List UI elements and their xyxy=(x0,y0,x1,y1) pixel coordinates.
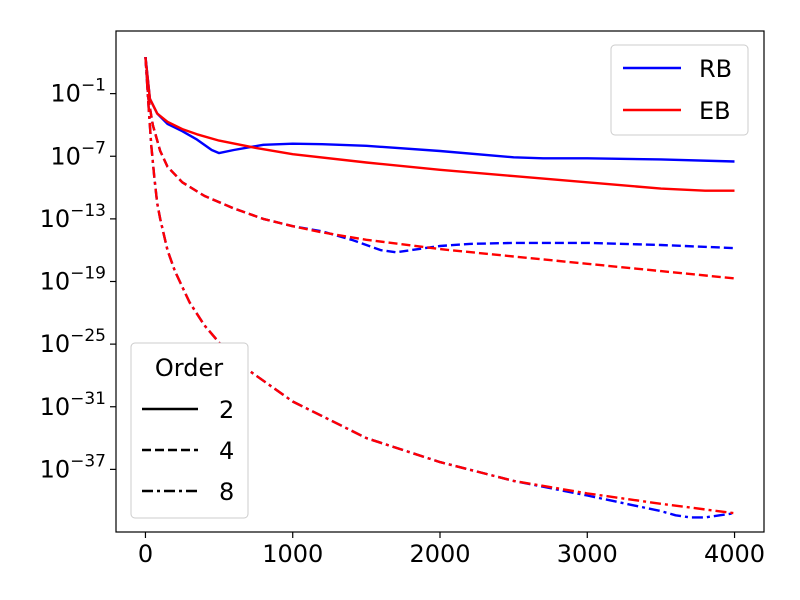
legend-order-box xyxy=(130,342,249,519)
x-tick-label: 0 xyxy=(138,540,153,568)
x-tick-label: 4000 xyxy=(704,540,765,568)
legend-label-eb: EB xyxy=(699,97,731,125)
series-line-rb-order-2 xyxy=(144,56,735,163)
y-tick-label: 10−31 xyxy=(40,389,106,421)
series-lines xyxy=(144,56,735,519)
legend-label-order-2: 2 xyxy=(219,396,234,424)
y-tick-label: 10−37 xyxy=(40,451,106,483)
y-tick-label: 10−13 xyxy=(40,201,106,233)
series-line-eb-order-2 xyxy=(144,56,735,192)
legend-label-order-8: 8 xyxy=(219,478,234,506)
legend-label-order-4: 4 xyxy=(219,437,234,465)
series-line-eb-order-4 xyxy=(144,57,735,280)
x-tick-label: 3000 xyxy=(557,540,618,568)
legend-methods: RB EB xyxy=(610,44,749,136)
x-tick-label: 1000 xyxy=(262,540,323,568)
legend-order: Order 2 4 8 xyxy=(130,342,249,519)
y-tick-label: 10−25 xyxy=(40,326,106,358)
axis-ticks: 0 1000 2000 3000 4000 10−1 10−7 10−13 10−19 10−25… xyxy=(40,76,766,568)
x-tick-label: 2000 xyxy=(409,540,470,568)
legend-label-rb: RB xyxy=(699,55,732,83)
y-tick-label: 10−1 xyxy=(50,76,106,108)
legend-order-title: Order xyxy=(155,354,223,382)
y-tick-label: 10−19 xyxy=(40,264,106,296)
y-tick-label: 10−7 xyxy=(50,138,106,170)
series-line-eb-order-8 xyxy=(144,57,735,515)
